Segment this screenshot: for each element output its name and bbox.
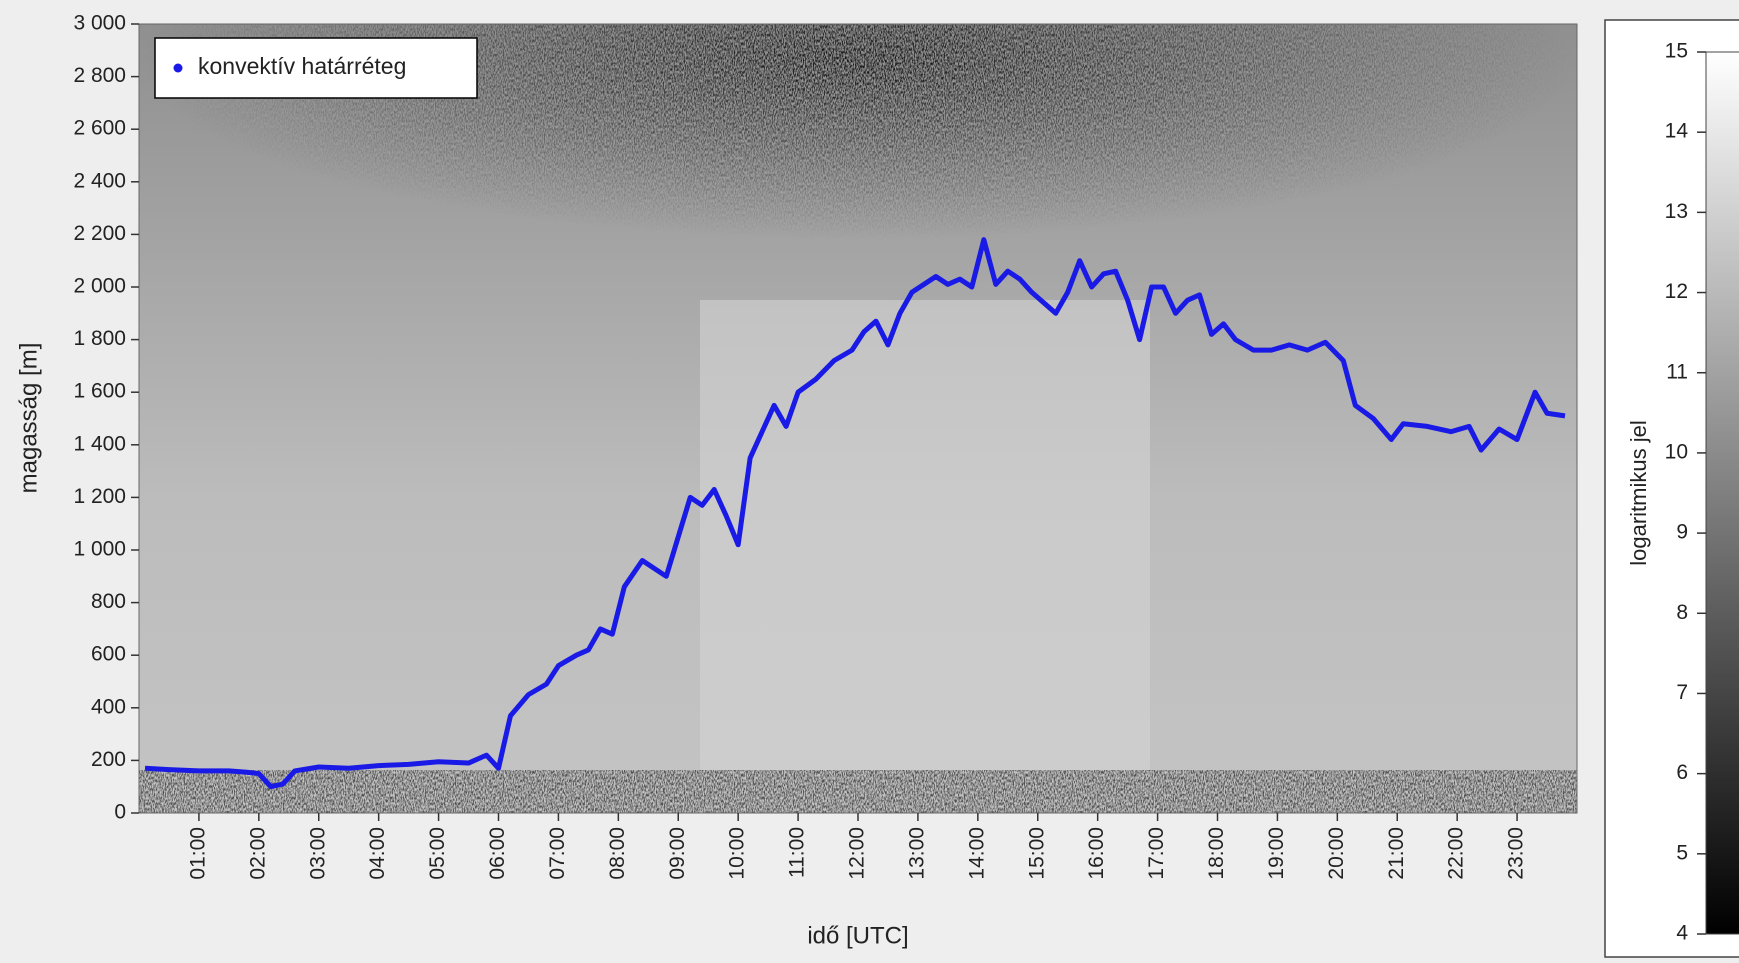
colorbar-tick-label: 8 [1676,601,1688,624]
x-tick-label: 06:00 [486,827,509,880]
x-tick-label: 22:00 [1445,827,1468,880]
colorbar-tick-label: 13 [1665,200,1688,223]
y-tick-label: 400 [91,695,126,718]
colorbar-tick-label: 11 [1666,360,1688,383]
x-tick-label: 17:00 [1145,827,1168,880]
colorbar-tick-label: 14 [1665,120,1689,143]
x-tick-label: 21:00 [1385,827,1408,880]
y-tick-label: 1 400 [73,432,126,455]
colorbar-tick-label: 5 [1676,841,1688,864]
y-tick-label: 1 600 [73,380,126,403]
y-tick-label: 0 [114,801,126,824]
colorbar-tick-label: 12 [1665,280,1688,303]
colorbar-tick-label: 4 [1676,922,1688,945]
colorbar-tick-label: 7 [1676,681,1688,704]
y-tick-label: 1 800 [73,327,126,350]
legend-box [154,37,478,99]
y-axis-label: magasság [m] [15,343,42,494]
x-tick-label: 20:00 [1325,827,1348,880]
x-tick-label: 04:00 [366,827,389,880]
x-tick-label: 08:00 [606,827,629,880]
colorbar-label: logaritmikus jel [1626,420,1651,566]
x-tick-label: 09:00 [666,827,689,880]
x-tick-label: 03:00 [306,827,329,880]
y-tick-label: 600 [91,643,126,666]
x-tick-label: 12:00 [846,827,869,880]
colorbar-tick-label: 15 [1665,40,1688,63]
y-tick-label: 2 600 [73,117,126,140]
y-tick-label: 3 000 [73,12,126,35]
x-tick-label: 16:00 [1085,827,1108,880]
y-tick-label: 200 [91,748,126,771]
x-tick-label: 19:00 [1265,827,1288,880]
x-axis-label: idő [UTC] [807,922,908,949]
x-tick-label: 11:00 [786,827,809,878]
y-tick-label: 1 000 [73,538,126,561]
y-tick-label: 2 200 [73,222,126,245]
colorbar [1705,51,1739,935]
legend: konvektív határréteg [154,37,478,99]
x-tick-label: 10:00 [726,827,749,880]
legend-label: konvektív határréteg [198,53,406,79]
x-tick-label: 02:00 [246,827,269,880]
x-tick-label: 01:00 [186,827,209,880]
colorbar-tick-label: 6 [1676,761,1688,784]
x-tick-label: 14:00 [965,827,988,880]
y-tick-label: 2 000 [73,275,126,298]
x-tick-label: 07:00 [546,827,569,880]
x-tick-label: 13:00 [905,827,928,880]
x-tick-label: 18:00 [1205,827,1228,880]
colorbar-tick-label: 10 [1665,440,1688,463]
legend-marker [173,63,183,73]
series-line [144,237,1566,790]
x-tick-label: 05:00 [426,827,449,880]
colorbar-tick-label: 9 [1676,521,1688,544]
y-tick-label: 800 [91,590,126,613]
x-tick-label: 23:00 [1505,827,1528,880]
y-tick-label: 2 400 [73,169,126,192]
y-tick-label: 1 200 [73,485,126,508]
x-tick-label: 15:00 [1025,827,1048,880]
backscatter-image [139,24,1577,813]
y-tick-label: 2 800 [73,64,126,87]
